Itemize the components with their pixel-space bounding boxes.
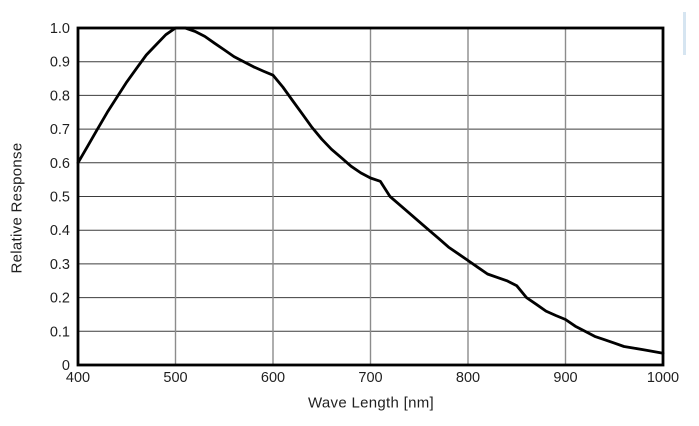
y-tick-label: 0.5 [50,190,70,206]
y-tick-label: 0.6 [50,156,70,172]
x-axis-title: Wave Length [nm] [308,394,434,412]
y-tick-label: 0.2 [50,291,70,307]
x-tick-label: 1000 [647,370,679,386]
x-tick-label: 900 [553,370,577,386]
y-tick-label: 0.9 [50,55,70,71]
y-tick-label: 0.1 [50,324,70,340]
response-curve [76,26,665,355]
x-tick-label: 500 [163,370,187,386]
scan-artifact [683,12,686,55]
x-tick-label: 600 [261,370,285,386]
plot-frame [76,26,665,367]
y-tick-label: 0 [62,358,70,374]
y-axis-title: Relative Response [8,142,26,274]
x-tick-label: 400 [66,370,90,386]
y-tick-label: 0.7 [50,122,70,138]
y-tick-label: 1.0 [50,21,70,37]
x-tick-label: 800 [456,370,480,386]
y-tick-label: 0.8 [50,88,70,104]
x-tick-label: 700 [358,370,382,386]
y-tick-label: 0.3 [50,257,70,273]
y-tick-label: 0.4 [50,223,70,239]
